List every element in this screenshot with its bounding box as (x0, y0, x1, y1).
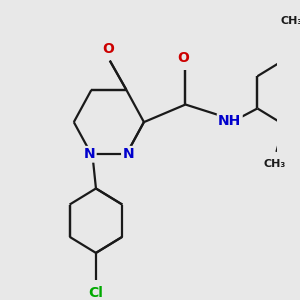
Text: N: N (122, 147, 134, 161)
Text: O: O (178, 51, 190, 64)
Text: NH: NH (218, 114, 242, 128)
Text: CH₃: CH₃ (263, 159, 286, 169)
Text: CH₃: CH₃ (280, 16, 300, 26)
Text: N: N (84, 147, 95, 161)
Text: O: O (102, 42, 114, 56)
Text: Cl: Cl (88, 286, 104, 300)
